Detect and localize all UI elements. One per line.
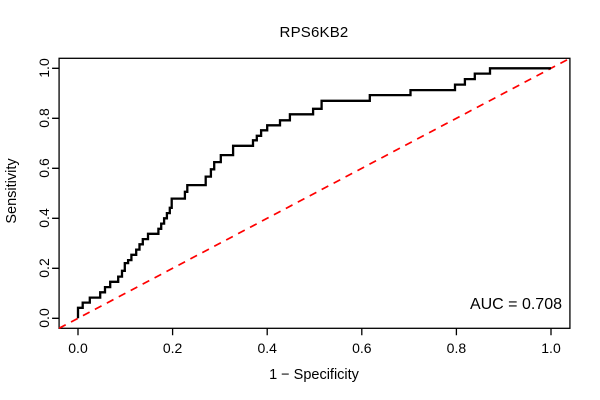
y-tick-label: 0.0 [36, 308, 52, 329]
roc-curve [76, 67, 551, 319]
diagonal-reference-line [58, 57, 571, 330]
y-axis-label: Sensitivity [4, 158, 20, 224]
plot-box [58, 57, 571, 329]
x-axis-label: 1 − Specificity [269, 367, 359, 383]
x-tick-label: 0.0 [68, 340, 88, 356]
y-axis-ticks [52, 67, 60, 319]
y-tick-label: 0.6 [36, 158, 52, 179]
y-tick-label: 0.2 [36, 258, 52, 279]
x-tick-label: 1.0 [541, 340, 561, 356]
auc-annotation: AUC = 0.708 [469, 296, 562, 313]
x-axis-ticks [77, 328, 552, 336]
y-tick-label: 0.8 [36, 108, 52, 129]
y-tick-label: 0.4 [36, 208, 52, 229]
x-tick-label: 0.8 [446, 340, 467, 356]
x-tick-label: 0.2 [162, 340, 183, 356]
chart-title: RPS6KB2 [279, 24, 349, 41]
x-tick-label: 0.4 [257, 340, 277, 356]
x-tick-label: 0.6 [352, 340, 372, 356]
y-tick-label: 1.0 [36, 58, 52, 79]
